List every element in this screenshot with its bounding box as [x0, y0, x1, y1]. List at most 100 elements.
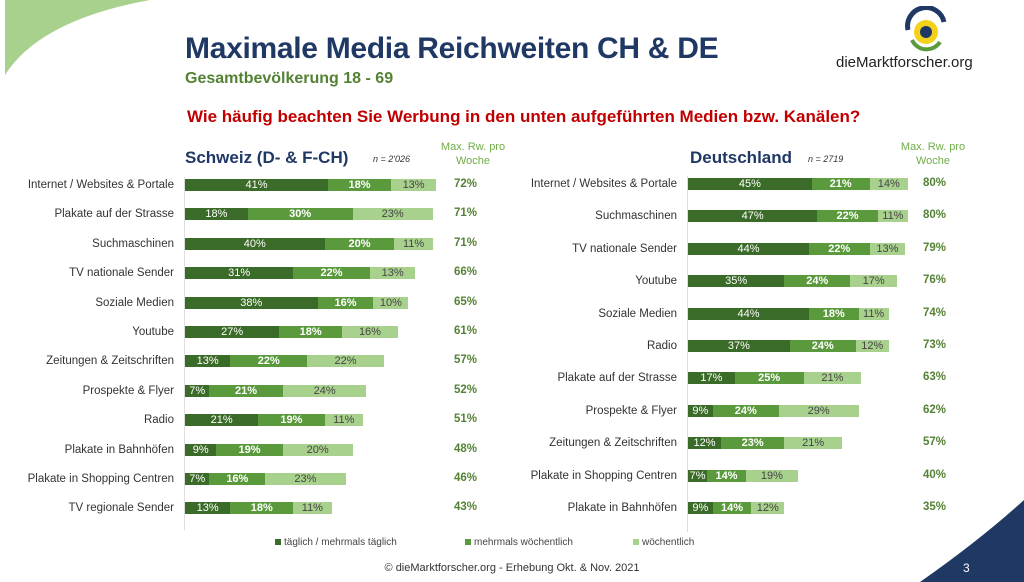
bar-segment: 11% [394, 237, 433, 250]
category-label: Radio [646, 340, 677, 352]
chart-title-de: Deutschland [690, 148, 793, 167]
bar-segment: 24% [282, 384, 367, 397]
total-label: 79% [923, 241, 947, 254]
bar-segment: 13% [185, 502, 231, 515]
total-label: 51% [454, 413, 478, 426]
total-label: 61% [454, 325, 478, 337]
total-label: 66% [454, 266, 478, 279]
bar-segment: 40% [185, 237, 325, 250]
total-label: 65% [454, 295, 478, 308]
axis-line [687, 176, 688, 533]
footer-text: © dieMarktforscher.org - Erhebung Okt. &… [384, 562, 640, 574]
survey-question: Wie häufig beachten Sie Werbung in den u… [187, 107, 861, 126]
bar-segment: 27% [185, 326, 280, 338]
bar-segment: 22% [817, 210, 878, 223]
corner-arc-decoration [5, 0, 150, 75]
bar-segment: 13% [369, 267, 416, 280]
bar-segment: 12% [688, 437, 721, 450]
category-label: Internet / Websites & Portale [27, 179, 174, 191]
bar-segment: 22% [293, 267, 370, 280]
bar-segment: 23% [265, 473, 346, 485]
total-label: 71% [454, 207, 478, 220]
bar-segment: 19% [216, 443, 283, 456]
total-label: 80% [923, 177, 947, 189]
bar-segment: 19% [745, 469, 798, 482]
bar-segment: 30% [247, 208, 353, 221]
legend-swatch [465, 539, 471, 545]
total-label: 76% [923, 274, 947, 287]
chart-title-ch: Schweiz (D- & F-CH) [185, 148, 349, 167]
category-label: Plakate auf der Strasse [54, 208, 174, 221]
bar-segment: 23% [721, 437, 785, 450]
category-label: TV regionale Sender [68, 502, 174, 515]
bar-segment: 31% [185, 267, 294, 280]
legend-item-weekly: wöchentlich [633, 537, 694, 548]
bar-segment: 14% [712, 502, 752, 514]
category-label: TV nationale Sender [69, 267, 174, 280]
bar-segment: 23% [352, 208, 433, 221]
total-label: 72% [454, 178, 478, 190]
total-label: 46% [454, 472, 478, 484]
page-title: Maximale Media Reichweiten CH & DE [185, 32, 719, 65]
legend-label: täglich / mehrmals täglich [284, 537, 397, 548]
bar-segment: 7% [185, 384, 210, 397]
legend-swatch [633, 539, 639, 545]
bar-segment: 11% [858, 307, 889, 320]
category-label: Youtube [132, 326, 174, 338]
total-label: 74% [923, 306, 947, 319]
bar-segment: 11% [877, 210, 908, 223]
bar-segment: 12% [751, 502, 785, 514]
bar-segment: 18% [328, 179, 391, 191]
bar-segment: 37% [688, 340, 790, 352]
bar-segment: 9% [185, 443, 217, 456]
bar-segment: 44% [688, 242, 809, 255]
bar-segment: 19% [258, 414, 325, 427]
bar-segment: 35% [688, 275, 785, 288]
category-label: Plakate in Shopping Centren [27, 473, 174, 485]
total-label: 57% [923, 436, 947, 449]
bar-segment: 14% [869, 178, 908, 190]
bar-segment: 22% [307, 355, 384, 368]
bar-segment: 16% [209, 473, 266, 485]
bar-segment: 21% [784, 437, 842, 450]
bar-segment: 21% [803, 372, 862, 385]
category-label: Soziale Medien [95, 296, 174, 309]
bar-segment: 7% [185, 473, 210, 485]
bar-segment: 22% [809, 242, 870, 255]
legend-item-daily: täglich / mehrmals täglich [275, 537, 397, 548]
category-label: Internet / Websites & Portale [530, 178, 677, 190]
bar-segment: 22% [230, 355, 308, 368]
bar-segment: 20% [324, 237, 395, 250]
bar-segment: 11% [293, 502, 332, 515]
total-label: 48% [454, 442, 478, 455]
legend: täglich / mehrmals täglich mehrmals wöch… [275, 537, 775, 551]
bar-segment: 7% [688, 469, 708, 482]
bar-segment: 21% [209, 384, 283, 397]
bar-segment: 16% [342, 326, 398, 338]
bar-segment: 14% [707, 469, 746, 482]
total-label: 62% [923, 403, 947, 416]
bar-segment: 13% [869, 242, 906, 255]
total-label: 63% [923, 371, 947, 384]
category-label: Youtube [635, 275, 677, 288]
bar-segment: 38% [185, 296, 318, 309]
bar-segment: 17% [850, 275, 897, 288]
page-subtitle: Gesamtbevölkerung 18 - 69 [185, 70, 394, 87]
bar-segment: 24% [789, 340, 856, 352]
bar-segment: 18% [185, 208, 248, 221]
total-label: 71% [454, 236, 478, 249]
bar-segment: 24% [712, 404, 779, 417]
category-label: Plakate in Shopping Centren [530, 469, 677, 482]
bar-segment: 11% [324, 414, 363, 427]
total-header-de: Max. Rw. pro Woche [900, 141, 966, 167]
sample-size-ch: n = 2'026 [373, 154, 411, 164]
bar-segment: 47% [688, 210, 818, 223]
legend-swatch [275, 539, 281, 545]
legend-item-multi-weekly: mehrmals wöchentlich [465, 537, 573, 548]
logo-text: dieMarktforscher.org [836, 54, 973, 71]
category-label: Prospekte & Flyer [82, 384, 174, 397]
bar-segment: 10% [373, 296, 409, 309]
axis-line [184, 177, 185, 530]
legend-label: mehrmals wöchentlich [474, 537, 573, 548]
bar-segment: 41% [185, 179, 329, 191]
